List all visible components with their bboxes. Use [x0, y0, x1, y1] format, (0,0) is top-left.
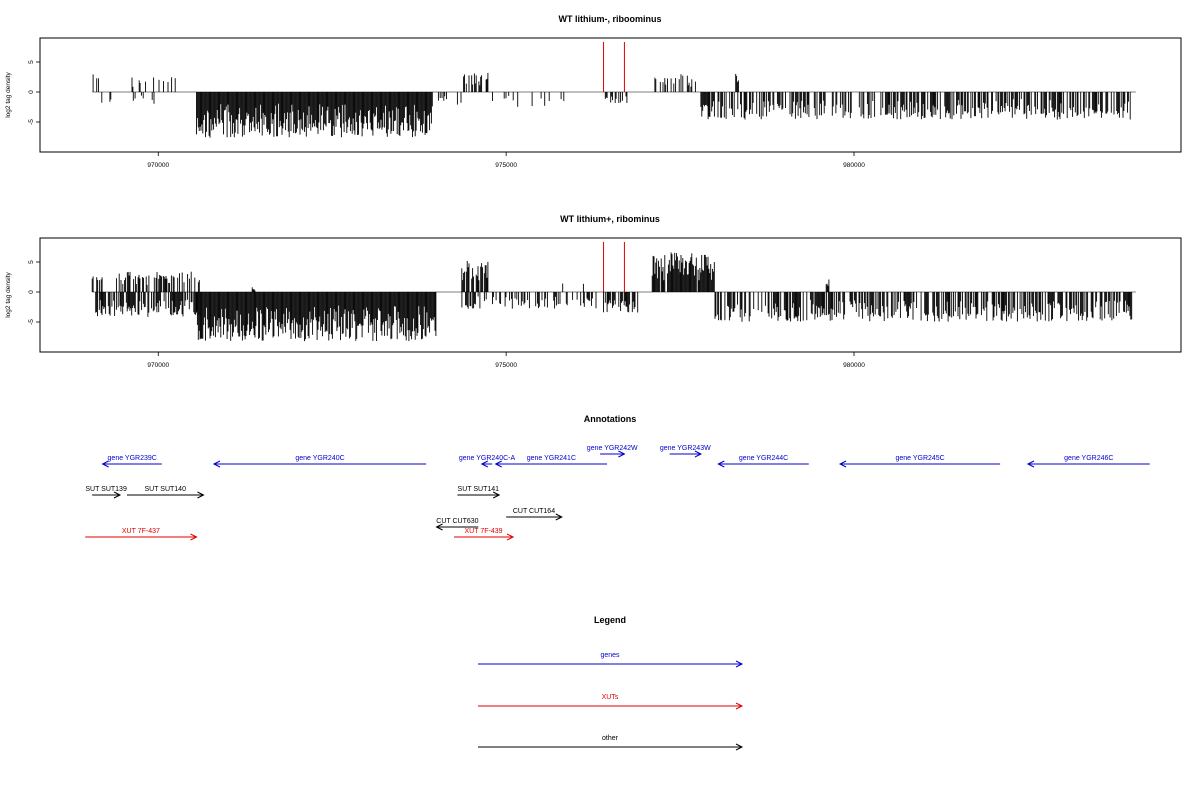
feature-label: CUT CUT164 [513, 508, 555, 515]
feature-arrow: gene YGR240C-A [459, 455, 516, 468]
y-axis-label: log2 tag density [5, 271, 12, 317]
density-bars [92, 42, 1136, 138]
legend-title: Legend [594, 615, 626, 625]
feature-label: XUT 7F-437 [122, 528, 160, 535]
feature-label: gene YGR246C [1064, 455, 1113, 462]
axes: 970000 975000 980000 -5 0 5 [28, 60, 865, 169]
legend-label: genes [600, 652, 620, 659]
x-tick-label: 970000 [147, 362, 169, 369]
feature-arrows: gene YGR239C gene YGR240C gene YGR240C-A ge… [85, 445, 1150, 541]
feature-label: gene YGR242W [587, 445, 638, 452]
bar-segment [132, 92, 155, 104]
y-tick-label: -5 [28, 119, 35, 125]
bar-segment [651, 252, 715, 292]
y-tick-label: 0 [28, 90, 35, 94]
feature-label: SUT SUT141 [458, 486, 500, 493]
legend-item: other [478, 735, 744, 751]
y-tick-label: 5 [28, 260, 35, 264]
feature-arrow: gene YGR243W [660, 445, 711, 458]
track-panel-lithium-plus: WT lithium+, ribominus log2 tag density … [5, 214, 1182, 369]
feature-arrow: gene YGR241C [494, 455, 608, 468]
axes: 970000 975000 980000 -5 0 5 [28, 260, 865, 369]
feature-arrow: SUT SUT139 [85, 486, 127, 499]
density-bars [91, 242, 1136, 342]
feature-label: XUT 7F-439 [465, 528, 503, 535]
legend-items: genes XUTs other [478, 652, 744, 751]
feature-label: CUT CUT630 [436, 518, 478, 525]
legend: Legend genes XUTs other [478, 615, 744, 751]
feature-arrow: gene YGR240C [212, 455, 427, 468]
feature-arrow: CUT CUT630 [435, 518, 479, 531]
bar-segment [714, 292, 1133, 322]
bar-segment [92, 74, 99, 92]
bar-segment [95, 292, 200, 317]
bar-segment [560, 92, 565, 101]
feature-label: gene YGR244C [739, 455, 788, 462]
track-panel-lithium-minus: WT lithium-, riboominus log2 tag density… [5, 14, 1182, 169]
legend-label: XUTs [602, 694, 619, 701]
bar-segment [91, 276, 103, 292]
legend-item: genes [478, 652, 744, 668]
bar-segment [456, 92, 550, 107]
feature-arrow: XUT 7F-439 [453, 528, 515, 541]
bar-segment [735, 73, 739, 92]
feature-label: gene YGR240C [295, 455, 344, 462]
legend-label: other [602, 735, 619, 742]
bar-segment [116, 271, 200, 292]
bar-segment [604, 92, 628, 103]
feature-arrow: gene YGR239C [101, 455, 162, 468]
plot-frame [39, 37, 1182, 153]
legend-item: XUTs [478, 694, 744, 710]
feature-label: gene YGR245C [895, 455, 944, 462]
panel-title: WT lithium-, riboominus [559, 14, 662, 24]
bar-segment [196, 292, 437, 342]
y-axis-label: log2 tag density [5, 71, 12, 117]
x-tick-label: 980000 [843, 362, 865, 369]
feature-label: gene YGR239C [108, 455, 157, 462]
feature-arrow: gene YGR246C [1026, 455, 1150, 468]
feature-label: gene YGR243W [660, 445, 711, 452]
feature-arrow: SUT SUT140 [126, 486, 205, 499]
y-tick-label: 0 [28, 290, 35, 294]
x-tick-label: 975000 [495, 362, 517, 369]
bar-segment [825, 279, 830, 292]
panel-title: WT lithium+, ribominus [560, 214, 660, 224]
bar-segment [562, 283, 584, 292]
bar-segment [437, 92, 447, 101]
y-tick-label: 5 [28, 60, 35, 64]
bar-segment [131, 77, 176, 92]
bar-segment [700, 92, 1131, 120]
bar-segment [461, 292, 597, 309]
bar-segment [101, 92, 112, 103]
x-tick-label: 970000 [147, 162, 169, 169]
annotation-track: Annotations gene YGR239C gene YGR240C gene… [85, 414, 1150, 541]
bar-segment [463, 72, 489, 92]
feature-arrow: gene YGR244C [717, 455, 809, 468]
bar-segment [461, 260, 489, 292]
feature-label: gene YGR241C [527, 455, 576, 462]
y-tick-label: -5 [28, 319, 35, 325]
bar-segment [196, 92, 433, 138]
feature-label: SUT SUT140 [144, 486, 186, 493]
plot-frame [39, 237, 1182, 353]
bar-segment [603, 292, 639, 313]
feature-arrow: CUT CUT164 [506, 508, 563, 521]
x-tick-label: 975000 [495, 162, 517, 169]
x-tick-label: 980000 [843, 162, 865, 169]
feature-arrow: SUT SUT141 [457, 486, 501, 499]
bar-segment [654, 74, 696, 92]
feature-label: gene YGR240C-A [459, 455, 516, 462]
feature-arrow: gene YGR242W [587, 445, 638, 458]
annotations-title: Annotations [584, 414, 637, 424]
feature-arrow: XUT 7F-437 [85, 528, 198, 541]
bar-segment [251, 287, 256, 292]
feature-label: SUT SUT139 [85, 486, 127, 493]
feature-arrow: gene YGR245C [838, 455, 1001, 468]
